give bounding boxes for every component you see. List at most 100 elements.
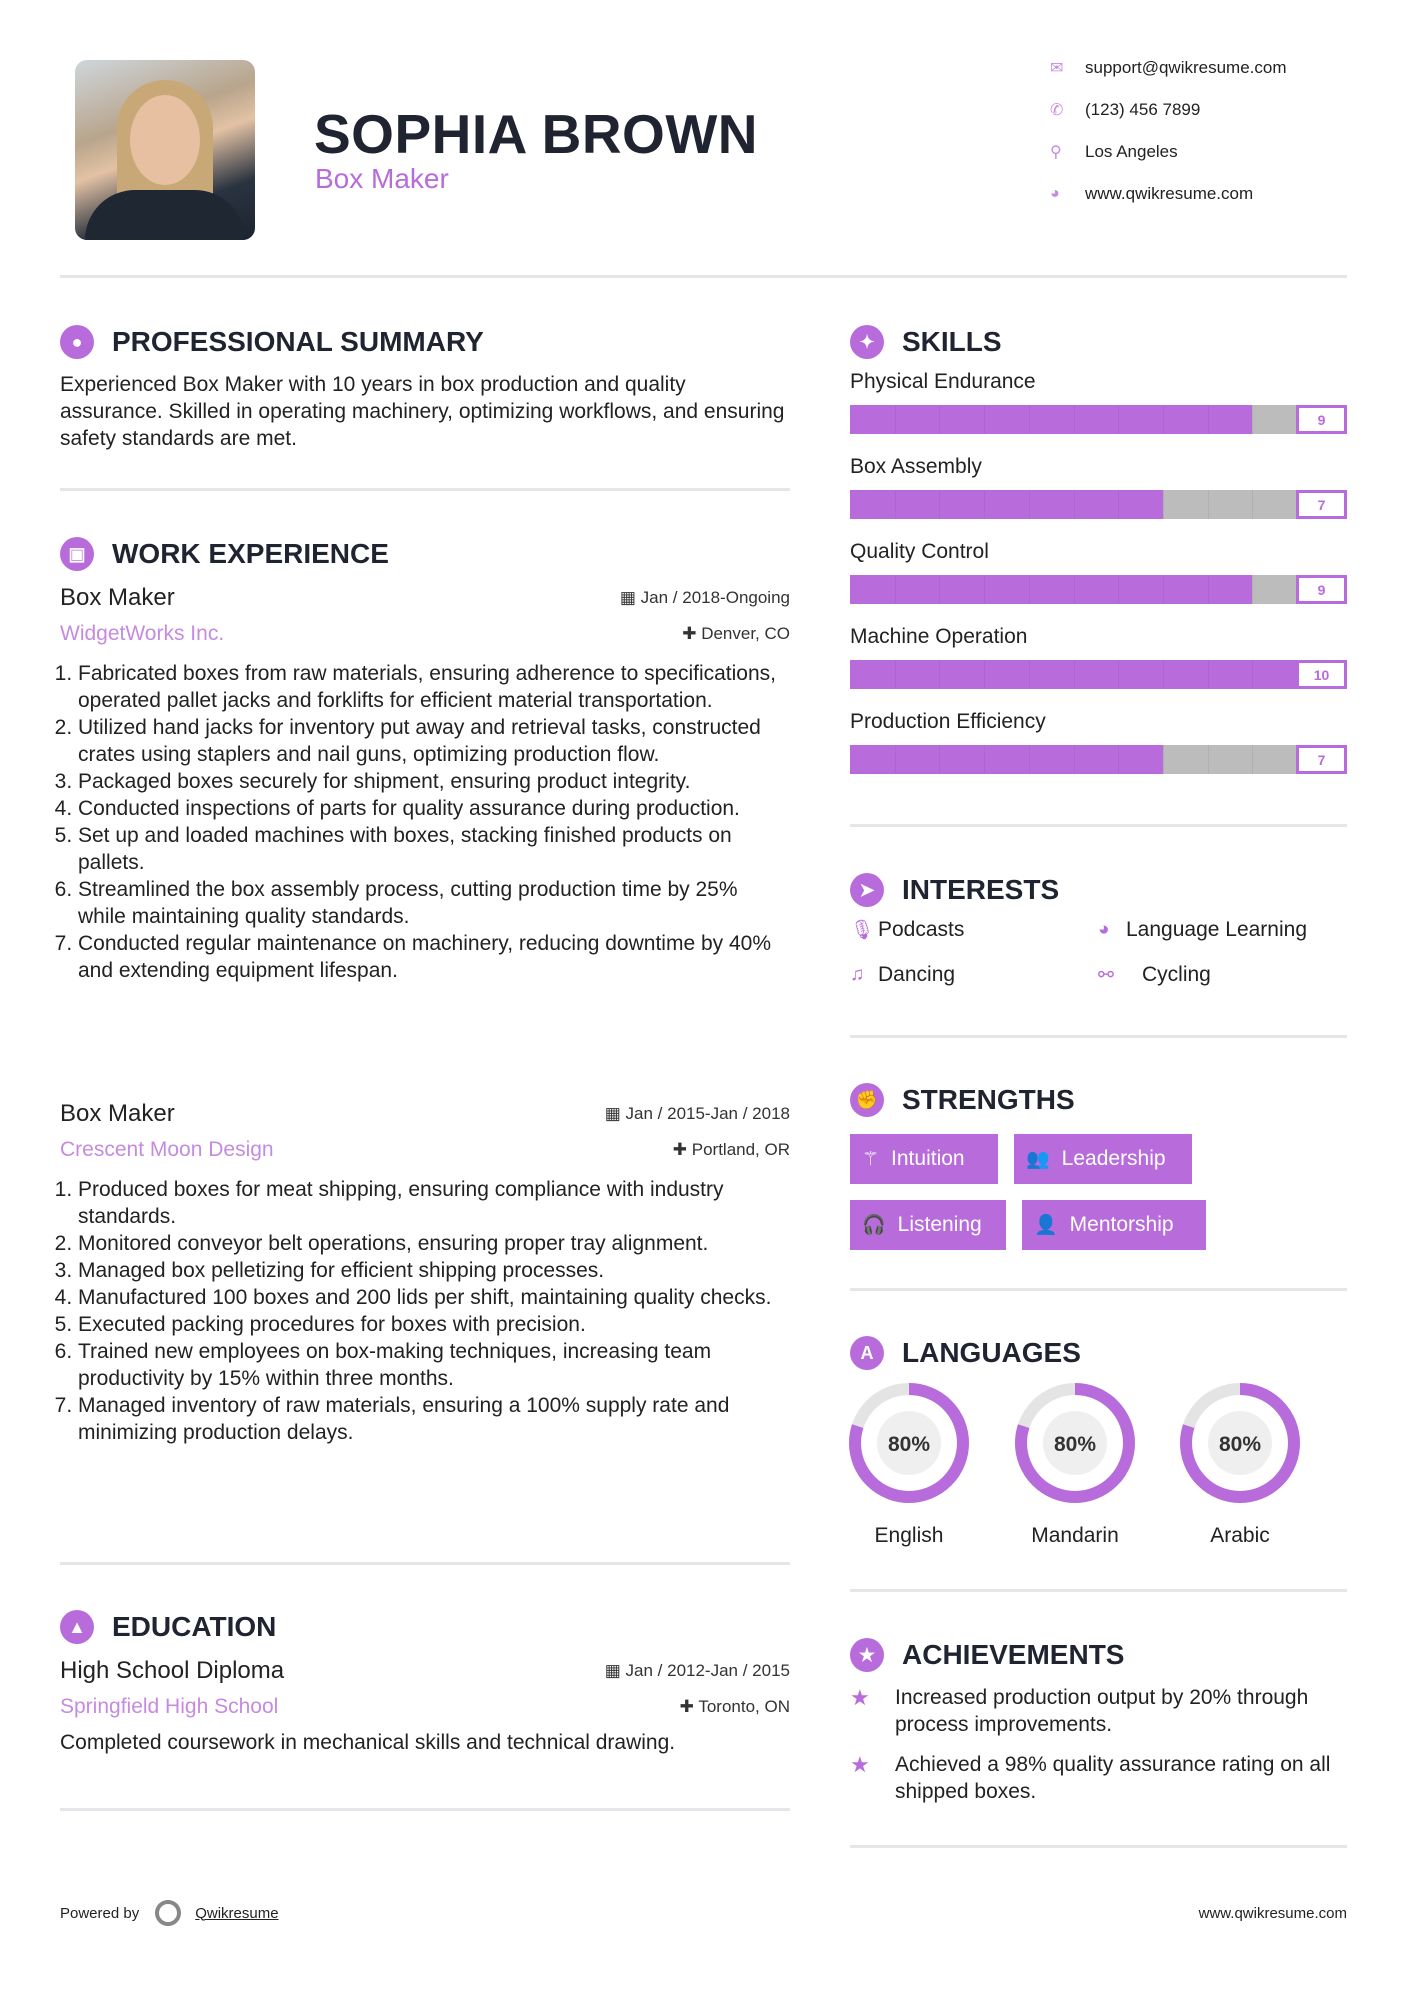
achievement-text: Increased production output by 20% throu… bbox=[895, 1686, 1309, 1736]
contact-phone[interactable]: ✆ (123) 456 7899 bbox=[1050, 100, 1200, 120]
contact-website[interactable]: ◕ www.qwikresume.com bbox=[1050, 184, 1253, 204]
skill-bar: 7 bbox=[850, 490, 1347, 519]
interest-label: Dancing bbox=[878, 963, 956, 986]
bar-segment-divider bbox=[1073, 745, 1075, 774]
summary-text: Experienced Box Maker with 10 years in b… bbox=[60, 373, 785, 450]
summary-heading-text: PROFESSIONAL SUMMARY bbox=[112, 326, 484, 357]
skill-label: Physical Endurance bbox=[850, 370, 1036, 393]
job-location: ✚ Denver, CO bbox=[682, 624, 790, 644]
bar-segment-divider bbox=[894, 405, 896, 434]
bar-segment-divider bbox=[984, 405, 986, 434]
bar-segment-divider bbox=[939, 575, 941, 604]
experience-heading-text: WORK EXPERIENCE bbox=[112, 538, 389, 569]
bar-segment-divider bbox=[1028, 405, 1030, 434]
language-label: English bbox=[874, 1524, 944, 1547]
divider bbox=[850, 1589, 1347, 1592]
language-donut: 80% bbox=[849, 1383, 969, 1503]
graduation-cap-icon: ▲ bbox=[60, 1610, 94, 1644]
skill-label: Quality Control bbox=[850, 540, 989, 563]
contact-email-text: support@qwikresume.com bbox=[1085, 58, 1287, 77]
strength-label: Leadership bbox=[1061, 1147, 1166, 1170]
company-name: WidgetWorks Inc. bbox=[60, 622, 225, 645]
skill-score: 7 bbox=[1296, 745, 1347, 774]
powered-by-text: Powered by bbox=[60, 1904, 140, 1922]
interest-item: ♫ Dancing bbox=[850, 963, 955, 987]
contact-email[interactable]: ✉ support@qwikresume.com bbox=[1050, 58, 1287, 78]
user-plus-icon: 👤 bbox=[1034, 1215, 1058, 1236]
candidate-title: Box Maker bbox=[315, 163, 449, 194]
briefcase-icon: ▣ bbox=[60, 537, 94, 571]
summary-heading: ● PROFESSIONAL SUMMARY bbox=[60, 325, 484, 359]
education-description: Completed coursework in mechanical skill… bbox=[60, 1731, 676, 1754]
headphones-icon: 🎧 bbox=[862, 1215, 886, 1236]
company-name: Crescent Moon Design bbox=[60, 1138, 274, 1161]
bar-segment-divider bbox=[939, 490, 941, 519]
job-location-text: Denver, CO bbox=[701, 624, 790, 643]
footer-url[interactable]: www.qwikresume.com bbox=[1198, 1905, 1347, 1922]
skills-heading-text: SKILLS bbox=[902, 326, 1002, 357]
bar-segment-divider bbox=[1252, 745, 1254, 774]
contact-website-text: www.qwikresume.com bbox=[1085, 184, 1254, 203]
phone-icon: ✆ bbox=[1050, 102, 1064, 119]
education-date-text: Jan / 2012-Jan / 2015 bbox=[625, 1661, 790, 1680]
education-heading-text: EDUCATION bbox=[112, 1611, 277, 1642]
bar-segment-divider bbox=[1162, 745, 1164, 774]
skill-bar-fill bbox=[850, 575, 1253, 604]
interests-heading-text: INTERESTS bbox=[902, 874, 1060, 905]
bar-segment-divider bbox=[939, 660, 941, 689]
list-item: Managed inventory of raw materials, ensu… bbox=[78, 1392, 790, 1446]
language-donut: 80% bbox=[1015, 1383, 1135, 1503]
divider bbox=[850, 1288, 1347, 1291]
language-progress-arc bbox=[1180, 1383, 1300, 1503]
language-label: Mandarin bbox=[1031, 1524, 1119, 1547]
bar-segment-divider bbox=[894, 575, 896, 604]
skill-bar: 7 bbox=[850, 745, 1347, 774]
skill-label: Machine Operation bbox=[850, 625, 1028, 648]
bar-segment-divider bbox=[984, 575, 986, 604]
bar-segment-divider bbox=[984, 745, 986, 774]
calendar-icon: ▦ bbox=[604, 1661, 626, 1680]
skill-item: Production Efficiency 7 bbox=[850, 710, 1347, 795]
list-item: Fabricated boxes from raw materials, ens… bbox=[78, 660, 790, 714]
skill-bar: 9 bbox=[850, 575, 1347, 604]
footer-branding: Powered by Qwikresume bbox=[60, 1900, 279, 1926]
bar-segment-divider bbox=[894, 745, 896, 774]
strength-badge: 👥 Leadership bbox=[1014, 1134, 1192, 1184]
list-item: Set up and loaded machines with boxes, s… bbox=[78, 822, 790, 876]
language-progress-arc bbox=[849, 1383, 969, 1503]
bar-segment-divider bbox=[1118, 660, 1120, 689]
header-divider bbox=[60, 275, 1347, 278]
education-location-text: Toronto, ON bbox=[698, 1697, 790, 1716]
bar-segment-divider bbox=[1252, 490, 1254, 519]
language-item: 80% English bbox=[847, 1381, 971, 1548]
paper-plane-icon: ➤ bbox=[850, 873, 884, 907]
language-item: 80% Mandarin bbox=[1013, 1381, 1137, 1548]
language-donut: 80% bbox=[1180, 1383, 1300, 1503]
brand-link[interactable]: Qwikresume bbox=[195, 1904, 279, 1922]
bar-segment-divider bbox=[939, 745, 941, 774]
education-entry: High School Diploma ▦ Jan / 2012-Jan / 20… bbox=[60, 1655, 790, 1756]
experience-heading: ▣ WORK EXPERIENCE bbox=[60, 537, 389, 571]
bar-segment-divider bbox=[894, 490, 896, 519]
star-icon: ★ bbox=[850, 1752, 870, 1777]
skill-score: 7 bbox=[1296, 490, 1347, 519]
contact-location: ⚲ Los Angeles bbox=[1050, 142, 1178, 162]
achievements-list: ★ Increased production output by 20% thro… bbox=[850, 1684, 1347, 1805]
language-progress-arc bbox=[1015, 1383, 1135, 1503]
skill-label: Production Efficiency bbox=[850, 710, 1046, 733]
language-percent: 80% bbox=[1054, 1433, 1096, 1456]
languages-heading: A LANGUAGES bbox=[850, 1336, 1081, 1370]
divider bbox=[60, 1808, 790, 1811]
bar-segment-divider bbox=[1118, 490, 1120, 519]
interests-heading: ➤ INTERESTS bbox=[850, 873, 1059, 907]
microphone-icon: 🎙 bbox=[850, 920, 875, 941]
pin-icon: ✚ bbox=[682, 624, 702, 643]
calendar-icon: ▦ bbox=[619, 588, 641, 607]
divider bbox=[850, 1845, 1347, 1848]
globe-icon: ◕ bbox=[1098, 919, 1110, 940]
bicycle-icon: ⚯ bbox=[1098, 964, 1114, 986]
skills-heading: ✦ SKILLS bbox=[850, 325, 1002, 359]
users-icon: 👥 bbox=[1026, 1149, 1050, 1170]
interest-label: Language Learning bbox=[1126, 918, 1308, 941]
fist-icon: ✊ bbox=[850, 1083, 884, 1117]
